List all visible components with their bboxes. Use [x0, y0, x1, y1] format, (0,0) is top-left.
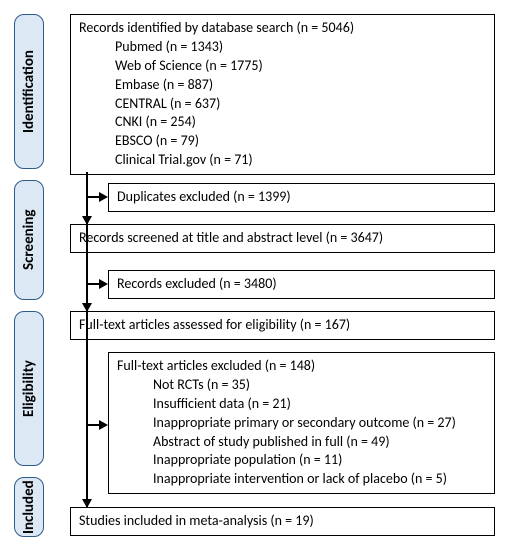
identified-item: Clinical Trial.gov (n = 71) [79, 151, 486, 170]
arrow-into-fulltext [82, 303, 92, 312]
box-fulltext-excluded: Full-text articles excluded (n = 148) No… [108, 352, 495, 494]
box-identified-header: Records identified by database search (n… [79, 19, 486, 38]
stage-label-text: Eligibility [20, 360, 38, 417]
identified-item: EBSCO (n = 79) [79, 132, 486, 151]
stage-included: Included [14, 477, 44, 537]
prisma-flowchart: Identification Screening Eligibility Inc… [0, 0, 509, 550]
box-fulltext-assessed: Full-text articles assessed for eligibil… [70, 311, 495, 340]
identified-item: Web of Science (n = 1775) [79, 57, 486, 76]
identified-item: Pubmed (n = 1343) [79, 38, 486, 57]
box-text: Duplicates excluded (n = 1399) [117, 188, 291, 205]
box-fulltext-excluded-header: Full-text articles excluded (n = 148) [117, 357, 486, 376]
arrow-to-duplicates [99, 192, 108, 202]
excluded-item: Inappropriate primary or secondary outco… [117, 414, 486, 433]
arrow-into-included [82, 499, 92, 508]
stage-eligibility: Eligibility [14, 311, 44, 466]
box-records-excluded: Records excluded (n = 3480) [108, 270, 495, 299]
identified-item: CENTRAL (n = 637) [79, 95, 486, 114]
box-text: Full-text articles assessed for eligibil… [79, 316, 350, 333]
box-included: Studies included in meta-analysis (n = 1… [70, 507, 495, 536]
excluded-item: Inappropriate population (n = 11) [117, 451, 486, 470]
box-duplicates-excluded: Duplicates excluded (n = 1399) [108, 183, 495, 212]
stage-label-text: Included [20, 480, 38, 534]
identified-item: CNKI (n = 254) [79, 113, 486, 132]
stage-screening: Screening [14, 180, 44, 300]
stage-label-text: Screening [20, 210, 38, 271]
box-identified: Records identified by database search (n… [70, 14, 495, 175]
box-text: Studies included in meta-analysis (n = 1… [79, 512, 314, 529]
box-text: Records screened at title and abstract l… [79, 229, 383, 246]
box-screened: Records screened at title and abstract l… [70, 224, 495, 253]
stage-label-text: Identification [20, 50, 38, 133]
stage-identification: Identification [14, 14, 44, 169]
excluded-item: Not RCTs (n = 35) [117, 376, 486, 395]
arrow-to-records-excl [99, 279, 108, 289]
arrow-into-screened [82, 216, 92, 225]
arrow-to-fulltext-excl [99, 420, 108, 430]
box-text: Records excluded (n = 3480) [117, 275, 277, 292]
identified-item: Embase (n = 887) [79, 76, 486, 95]
excluded-item: Inappropriate intervention or lack of pl… [117, 470, 486, 489]
flow-line-to-fulltext-excl [86, 424, 100, 426]
flow-line-to-records-excl [86, 283, 100, 285]
flow-line-to-duplicates [86, 196, 100, 198]
excluded-item: Insufficient data (n = 21) [117, 395, 486, 414]
excluded-item: Abstract of study published in full (n =… [117, 433, 486, 452]
